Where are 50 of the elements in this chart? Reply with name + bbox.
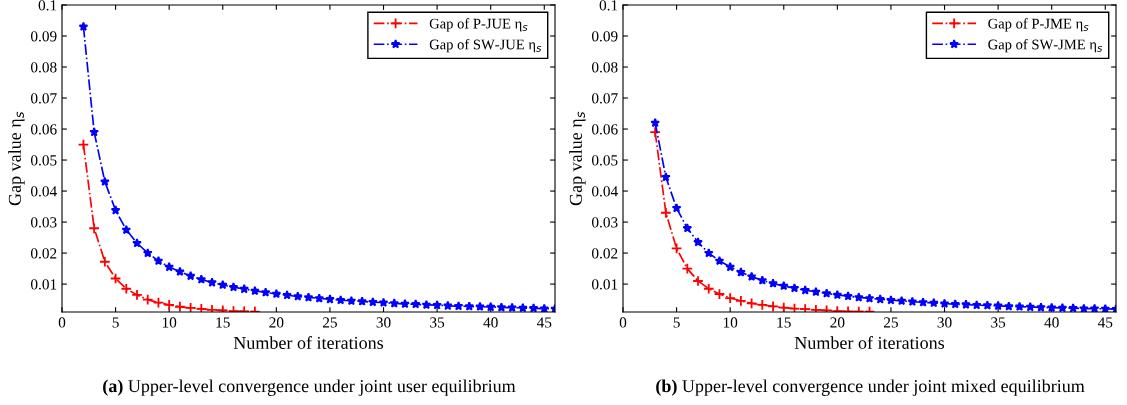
- x-tick-label: 20: [269, 317, 284, 328]
- x-tick-label: 0: [58, 317, 66, 328]
- x-tick-label: 25: [322, 317, 337, 328]
- x-tick-label: 35: [430, 317, 445, 328]
- legend-label: Gap of P-JME η$_{s}$: [988, 18, 1089, 32]
- x-tick-label: 30: [376, 317, 391, 328]
- x-tick-label: 5: [673, 317, 680, 328]
- y-tick-label: 0.1: [599, 0, 618, 11]
- y-tick-label: 0.02: [591, 248, 618, 259]
- y-tick-label: 0.04: [30, 186, 57, 197]
- y-tick-label: 0.01: [591, 279, 618, 290]
- y-tick-label: 0.08: [30, 62, 57, 73]
- x-tick-label: 40: [483, 317, 498, 328]
- x-tick-label: 10: [162, 317, 177, 328]
- x-tick-label: 45: [1097, 317, 1113, 328]
- x-tick-label: 5: [112, 317, 119, 328]
- x-tick-label: 40: [1044, 317, 1059, 328]
- y-tick-label: 0.01: [30, 279, 57, 290]
- y-tick-label: 0.09: [591, 31, 618, 42]
- x-tick-label: 25: [883, 317, 898, 328]
- y-tick-label: 0.09: [30, 31, 57, 42]
- y-tick-label: 0.03: [591, 217, 618, 228]
- y-tick-label: 0.02: [30, 248, 57, 259]
- y-tick-label: 0.07: [30, 93, 57, 104]
- x-tick-label: 45: [536, 317, 552, 328]
- legend-label: Gap of P-JUE η$_{s}$: [429, 18, 528, 32]
- x-axis-title: Number of iterations: [233, 336, 384, 349]
- x-tick-label: 10: [723, 317, 738, 328]
- x-tick-label: 15: [216, 317, 230, 328]
- x-tick-label: 15: [777, 317, 791, 328]
- legend-label: Gap of SW-JUE η$_{s}$: [429, 38, 542, 53]
- y-tick-label: 0.1: [38, 0, 57, 11]
- y-tick-label: 0.03: [30, 217, 57, 228]
- y-tick-label: 0.07: [591, 93, 618, 104]
- x-axis-title: Number of iterations: [794, 336, 945, 349]
- y-tick-label: 0.06: [30, 124, 57, 135]
- y-tick-label: 0.05: [591, 155, 618, 166]
- legend-label: Gap of SW-JME η$_{s}$: [988, 38, 1103, 53]
- y-tick-label: 0.04: [591, 186, 618, 197]
- x-tick-label: 20: [830, 317, 845, 328]
- x-tick-label: 30: [937, 317, 952, 328]
- y-tick-label: 0.08: [591, 62, 618, 73]
- y-axis-title: Gap value η$_{s}$: [8, 111, 25, 206]
- x-tick-label: 35: [991, 317, 1006, 328]
- y-tick-label: 0.05: [30, 155, 57, 166]
- x-tick-label: 0: [619, 317, 627, 328]
- y-axis-title: Gap value η$_{s}$: [569, 111, 586, 206]
- text: (a) Upper-level convergence under joint user equilibrium: [103, 379, 516, 396]
- text: (b) Upper-level convergence under joint mixed equilibrium: [656, 379, 1085, 396]
- y-tick-label: 0.06: [591, 124, 618, 135]
